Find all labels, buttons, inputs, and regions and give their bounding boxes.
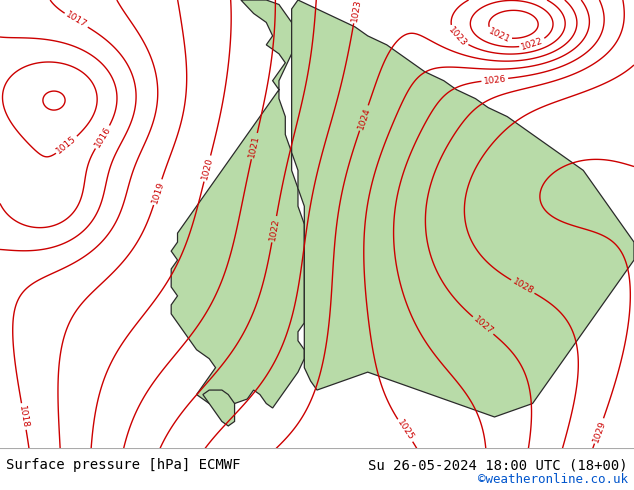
Text: 1027: 1027 <box>472 315 495 336</box>
Text: 1023: 1023 <box>447 25 469 48</box>
Text: 1017: 1017 <box>64 10 88 30</box>
Text: Surface pressure [hPa] ECMWF: Surface pressure [hPa] ECMWF <box>6 458 241 472</box>
Polygon shape <box>292 0 634 417</box>
Text: Su 26-05-2024 18:00 UTC (18+00): Su 26-05-2024 18:00 UTC (18+00) <box>368 458 628 472</box>
Text: 1024: 1024 <box>356 106 372 130</box>
Text: 1015: 1015 <box>55 134 79 156</box>
Text: 1016: 1016 <box>93 125 112 149</box>
Text: 1028: 1028 <box>510 277 535 296</box>
Text: 1025: 1025 <box>395 418 415 442</box>
Text: 1023: 1023 <box>349 0 362 22</box>
Text: 1021: 1021 <box>487 26 511 45</box>
Text: 1020: 1020 <box>200 156 214 181</box>
Text: 1019: 1019 <box>150 180 165 204</box>
Text: ©weatheronline.co.uk: ©weatheronline.co.uk <box>477 473 628 486</box>
Polygon shape <box>203 390 235 426</box>
Text: 1029: 1029 <box>591 418 607 443</box>
Polygon shape <box>171 0 304 408</box>
Text: 1018: 1018 <box>18 404 30 429</box>
Text: 1021: 1021 <box>247 134 261 158</box>
Text: 1022: 1022 <box>268 217 281 241</box>
Text: 1022: 1022 <box>520 36 545 52</box>
Text: 1026: 1026 <box>483 74 507 85</box>
